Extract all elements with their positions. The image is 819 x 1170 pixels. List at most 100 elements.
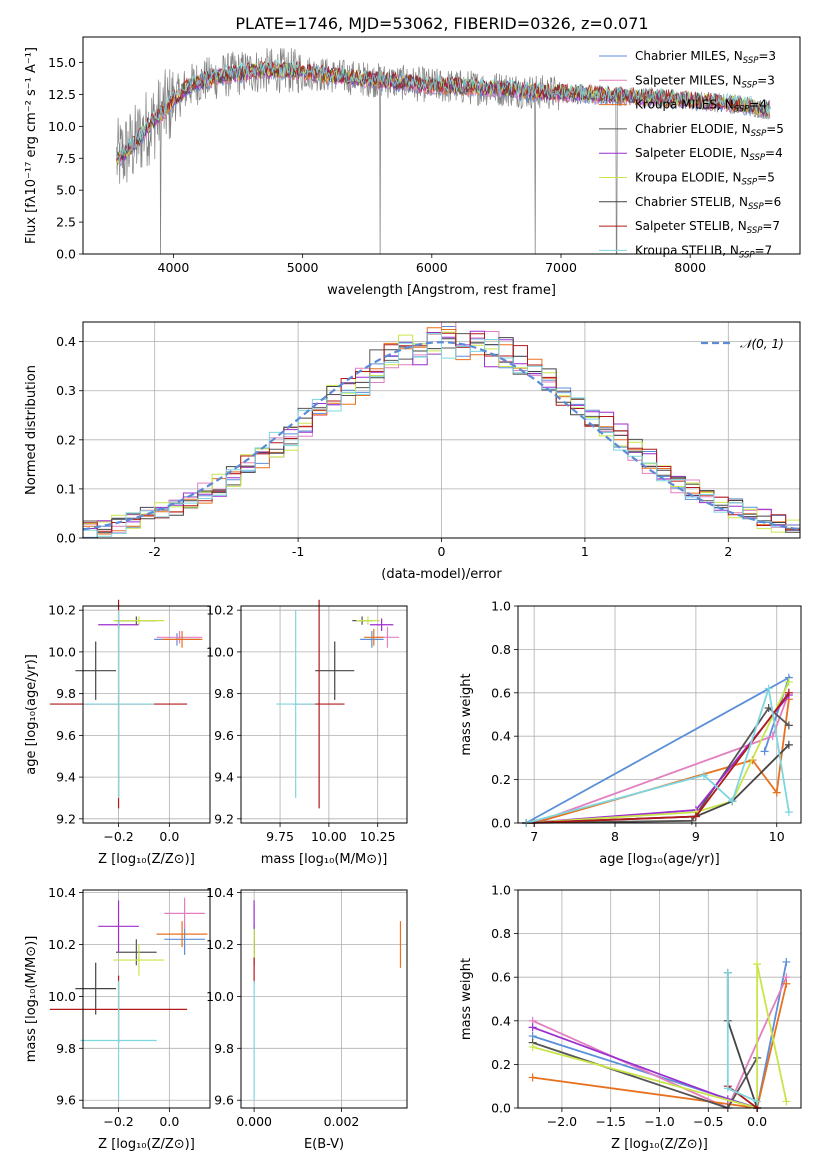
y-tick-label: 0.2 [491, 772, 511, 787]
y-tick-label: 9.8 [56, 1041, 76, 1056]
panel-mass-vs-Z: −0.2 0.0 9.6 9.8 10.0 10.2 10.4 Z [log₁₀(Z/Z⊙)]… [24, 885, 211, 1152]
model-spectrum [116, 59, 771, 160]
y-tick-label: 0.8 [491, 642, 511, 657]
x-tick-label: 0.000 [236, 1114, 272, 1129]
x-tick-label: 0.0 [747, 1114, 767, 1129]
weight-marker [782, 979, 791, 988]
x-axis-label: E(B-V) [304, 1137, 344, 1152]
axes-frame [240, 889, 408, 1109]
model-spectrum [116, 60, 771, 161]
y-tick-label: 0.0 [56, 247, 76, 262]
panel-mass-vs-EBV: 0.000 0.002 9.6 9.8 10.0 10.2 10.4 E(B-V) [206, 885, 408, 1152]
y-tick-label: 10.0 [48, 989, 76, 1004]
y-tick-label: 0.0 [491, 1101, 511, 1116]
legend-entry: Kroupa MILES, NSSP=4 [635, 98, 767, 115]
axes-frame [82, 605, 211, 824]
y-tick-label: 10.4 [206, 885, 234, 900]
x-axis-label: Z [log₁₀(Z/Z⊙)] [98, 852, 195, 867]
weight-line [532, 963, 788, 1110]
weight-marker [772, 788, 781, 797]
x-tick-label: −0.5 [693, 1114, 723, 1129]
figure-title: PLATE=1746, MJD=53062, FIBERID=0326, z=0… [235, 14, 648, 33]
plot-area-mass-vs-Z [49, 897, 208, 1101]
x-tick-label: 0 [438, 544, 446, 559]
x-tick-label: 9.75 [266, 829, 294, 844]
axes-frame [517, 605, 802, 824]
legend-entry: Chabrier STELIB, NSSP=6 [635, 195, 781, 212]
panel-mass-weight-vs-age: 7 8 9 10 0.0 0.2 0.4 0.6 0.8 1.0 age [log₁₀(age/yr… [459, 599, 802, 867]
x-tick-label: 10.25 [360, 829, 396, 844]
y-axis-label: mass weight [459, 673, 474, 755]
y-tick-label: 9.2 [56, 811, 76, 826]
x-axis-label: Z [log₁₀(Z/Z⊙)] [98, 1137, 195, 1152]
axes-frame [82, 889, 211, 1109]
plot-area-spectrum [116, 48, 771, 254]
panel-mass-weight-vs-Z: −2.0 −1.5 −1.0 −0.5 0.0 0.0 0.2 0.4 0.6 0.8 1.0 Z [… [459, 883, 802, 1152]
y-tick-label: 10.2 [48, 603, 76, 618]
x-tick-label: 2 [724, 544, 732, 559]
x-tick-label: −2.0 [547, 1114, 577, 1129]
y-tick-label: 0.6 [491, 970, 511, 985]
legend-histogram: 𝒩(0, 1) [701, 337, 784, 351]
panel-residual-histogram: -2 -1 0 1 2 0.0 0.1 0.2 0.3 0.4 (data-model)/error… [24, 321, 801, 582]
x-axis-label: wavelength [Angstrom, rest frame] [327, 283, 556, 298]
x-tick-label: 7 [530, 829, 538, 844]
y-tick-label: 0.6 [491, 685, 511, 700]
legend-entry: Chabrier ELODIE, NSSP=5 [635, 122, 784, 139]
y-tick-label: 10.2 [48, 937, 76, 952]
x-tick-label: 8 [611, 829, 619, 844]
x-tick-label: 5000 [287, 260, 319, 275]
panel-age-vs-mass: 9.75 10.00 10.25 9.2 9.4 9.6 9.8 10.0 10.2 mass [… [206, 599, 408, 867]
y-axis-label: Flux [fλ10⁻¹⁷ erg cm⁻² s⁻¹ A⁻¹] [24, 47, 39, 244]
y-tick-label: 0.4 [491, 729, 511, 744]
x-tick-label: 0.002 [324, 1114, 360, 1129]
y-tick-label: 9.8 [56, 686, 76, 701]
weight-marker [528, 1023, 537, 1032]
x-tick-label: 7000 [545, 260, 577, 275]
legend-entry: Salpeter MILES, NSSP=3 [635, 73, 775, 90]
legend-entry: Salpeter STELIB, NSSP=7 [635, 219, 780, 236]
y-tick-label: 9.4 [214, 770, 234, 785]
y-axis-label: mass weight [459, 958, 474, 1040]
plot-area-mass-weight-vs-age [522, 673, 793, 827]
x-axis-label: mass [log₁₀(M/M⊙)] [261, 852, 388, 867]
x-tick-label: 1 [581, 544, 589, 559]
y-tick-label: 2.5 [56, 215, 76, 230]
residual-histogram-kroupa-stelib [83, 333, 800, 538]
legend-entry: Salpeter ELODIE, NSSP=4 [635, 146, 783, 163]
x-tick-label: 10.00 [311, 829, 347, 844]
y-tick-label: 9.6 [214, 1093, 234, 1108]
y-tick-label: 0.3 [56, 383, 76, 398]
weight-marker [528, 1042, 537, 1051]
y-axis-label: mass [log₁₀(M/M⊙)] [24, 936, 39, 1063]
legend-entry: Kroupa STELIB, NSSP=7 [635, 243, 772, 260]
y-axis-label: Normed distribution [24, 365, 39, 495]
weight-marker [753, 960, 762, 969]
y-tick-label: 9.6 [56, 1093, 76, 1108]
x-tick-label: 10 [769, 829, 785, 844]
x-axis-label: Z [log₁₀(Z/Z⊙)] [611, 1137, 708, 1152]
y-tick-label: 9.6 [214, 728, 234, 743]
x-tick-label: -1 [292, 544, 304, 559]
weight-marker [699, 771, 708, 780]
x-tick-label: −1.0 [644, 1114, 674, 1129]
weight-marker [784, 808, 793, 817]
x-tick-label: −0.2 [103, 829, 133, 844]
y-axis-label: age [log₁₀(age/yr)] [24, 654, 39, 775]
y-tick-label: 9.8 [214, 686, 234, 701]
weight-marker [691, 812, 700, 821]
x-tick-label: 6000 [416, 260, 448, 275]
weight-line [526, 692, 790, 824]
y-tick-label: 7.5 [56, 151, 76, 166]
y-tick-label: 0.2 [491, 1057, 511, 1072]
x-tick-label: 9 [692, 829, 700, 844]
x-tick-label: −1.5 [596, 1114, 626, 1129]
plot-area-age-vs-Z [49, 599, 203, 809]
weight-marker [782, 1097, 791, 1106]
weight-line [726, 972, 758, 1109]
y-tick-label: 10.2 [206, 603, 234, 618]
weight-marker [784, 740, 793, 749]
y-tick-label: 0.8 [491, 926, 511, 941]
plot-area-residual-histogram [83, 322, 800, 538]
